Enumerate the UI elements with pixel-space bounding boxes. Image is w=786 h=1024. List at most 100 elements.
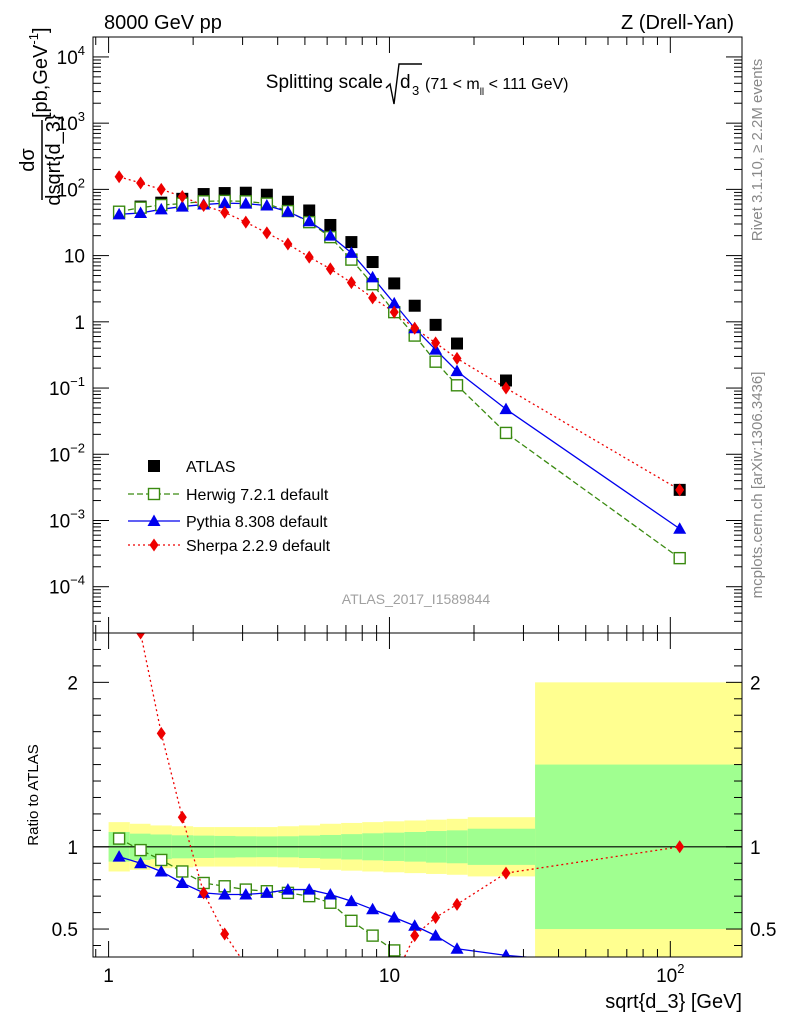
data-point	[177, 190, 187, 204]
chart-title-range-close: < 111 GeV)	[484, 76, 568, 93]
data-point	[260, 199, 274, 211]
ratio-frame	[92, 632, 743, 958]
ratio-point	[218, 888, 232, 900]
x-tick-label: 10	[379, 966, 400, 987]
ratio-tick-label-left: 1	[67, 838, 78, 859]
data-point	[304, 250, 314, 264]
data-point	[303, 204, 316, 217]
data-point	[175, 200, 189, 212]
data-point	[283, 237, 293, 251]
data-point	[218, 196, 232, 209]
legend-label: Pythia 8.308 default	[186, 514, 328, 531]
chart-title-sqrt-sub: 3	[412, 83, 419, 98]
y-tick-label: 10	[64, 247, 85, 268]
data-point	[429, 318, 442, 331]
data-point	[114, 170, 124, 184]
ratio-point	[177, 810, 187, 824]
y-tick-label: 102	[57, 175, 85, 201]
data-point	[324, 218, 337, 231]
data-point	[344, 246, 358, 258]
ratio-point	[220, 927, 230, 941]
ratio-point	[345, 914, 358, 928]
ratio-point	[134, 843, 147, 857]
ratio-point	[501, 866, 511, 880]
data-point	[499, 402, 513, 415]
y-axis-label-unit-sup: -1	[26, 33, 41, 45]
chart-title-sqrt-arg: d	[400, 72, 411, 93]
ratio-tick-label-right: 0.5	[750, 920, 776, 941]
ratio-point	[452, 897, 462, 911]
ratio-point	[239, 888, 253, 900]
data-point	[429, 355, 442, 368]
ratio-point	[136, 633, 146, 640]
chart-title-range-sub: ll	[480, 87, 484, 98]
y-tick-label: 103	[57, 109, 85, 135]
ratio-point	[366, 902, 380, 915]
y-axis-label-unit-close: ]	[30, 27, 52, 33]
ratio-point	[281, 883, 295, 895]
data-point	[281, 205, 295, 217]
y-tick-label-base: 10	[64, 247, 85, 268]
ratio-point	[431, 911, 441, 925]
data-point	[220, 205, 230, 219]
y-tick-label-sup: −2	[70, 440, 85, 455]
energy-label: 8000 GeV pp	[104, 12, 222, 34]
legend: ATLAS Herwig 7.2.1 default Pythia 8.308 de…	[128, 459, 331, 555]
x-tick-label-sup: 2	[677, 961, 684, 976]
ratio-point	[408, 919, 422, 931]
data-point	[325, 262, 335, 276]
y-tick-label-base: 10	[49, 578, 70, 599]
y-tick-label-base: 10	[57, 114, 78, 135]
data-point	[673, 522, 687, 534]
ratio-point	[305, 972, 314, 985]
chart-title-main: Splitting scale	[266, 72, 383, 93]
ratio-point	[175, 876, 189, 888]
analysis-watermark: ATLAS_2017_I1589844	[342, 591, 491, 607]
ratio-point	[450, 942, 464, 954]
y-axis-label-num: dσ	[17, 148, 39, 172]
data-point	[302, 214, 316, 227]
legend-marker	[147, 514, 161, 526]
legend-marker	[148, 460, 160, 472]
y-tick-label-base: 10	[57, 180, 78, 201]
data-point	[450, 364, 464, 377]
data-point	[410, 321, 420, 335]
ratio-point	[115, 446, 124, 459]
ratio-point	[366, 929, 379, 942]
series-line	[119, 202, 681, 530]
ratio-point	[452, 981, 463, 992]
data-point	[451, 337, 464, 350]
data-point	[431, 336, 441, 350]
ratio-axis-label: Ratio to ATLAS	[25, 744, 42, 845]
chart-title-range-open: (71 < m	[425, 76, 480, 93]
data-point	[388, 277, 401, 290]
y-tick-label: 10−3	[49, 506, 85, 532]
chart-title: Splitting scale d 3 (71 < mll < 111 GeV)	[266, 63, 568, 105]
series-line	[118, 176, 681, 491]
data-point	[675, 483, 685, 497]
legend-label: ATLAS	[186, 459, 236, 476]
rivet-version-label: Rivet 3.1.10, ≥ 2.2M events	[749, 59, 766, 242]
data-point	[408, 299, 421, 312]
data-point	[501, 381, 511, 395]
y-tick-label-sup: −1	[70, 374, 85, 389]
y-tick-label-base: 10	[49, 445, 70, 466]
data-point	[452, 351, 462, 365]
main-series	[112, 170, 687, 565]
process-label: Z (Drell-Yan)	[621, 12, 734, 34]
data-point	[366, 270, 380, 283]
ratio-point	[429, 929, 443, 941]
ratio-point	[500, 989, 511, 1000]
y-tick-label-base: 10	[57, 48, 78, 69]
y-axis-label-unit: [pb,GeV-1]	[26, 27, 52, 118]
data-point	[499, 426, 513, 440]
y-tick-label: 104	[57, 43, 85, 69]
ratio-point	[302, 883, 316, 895]
series-line	[118, 200, 681, 559]
y-axis-label-den: dsqrt{d_3}	[43, 114, 65, 206]
ratio-point	[241, 959, 250, 972]
ratio-tick-label-right: 2	[750, 673, 761, 694]
ratio-point	[430, 973, 441, 984]
ratio-point	[344, 894, 358, 907]
